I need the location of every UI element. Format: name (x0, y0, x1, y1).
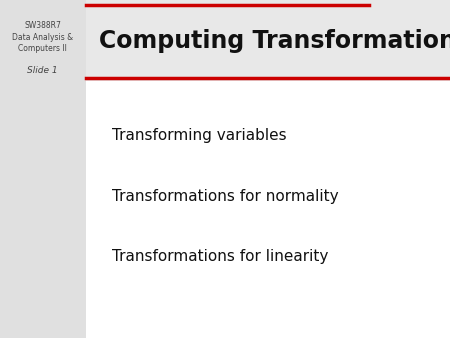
Text: Slide 1: Slide 1 (27, 67, 58, 75)
Text: SW388R7
Data Analysis &
Computers II: SW388R7 Data Analysis & Computers II (12, 21, 73, 53)
Bar (0, 0, 86, 338)
Text: Transforming variables: Transforming variables (112, 128, 287, 143)
Bar (86, 0, 450, 81)
Text: Computing Transformations: Computing Transformations (99, 28, 450, 53)
Text: Transformations for normality: Transformations for normality (112, 189, 339, 203)
Text: Transformations for linearity: Transformations for linearity (112, 249, 329, 264)
